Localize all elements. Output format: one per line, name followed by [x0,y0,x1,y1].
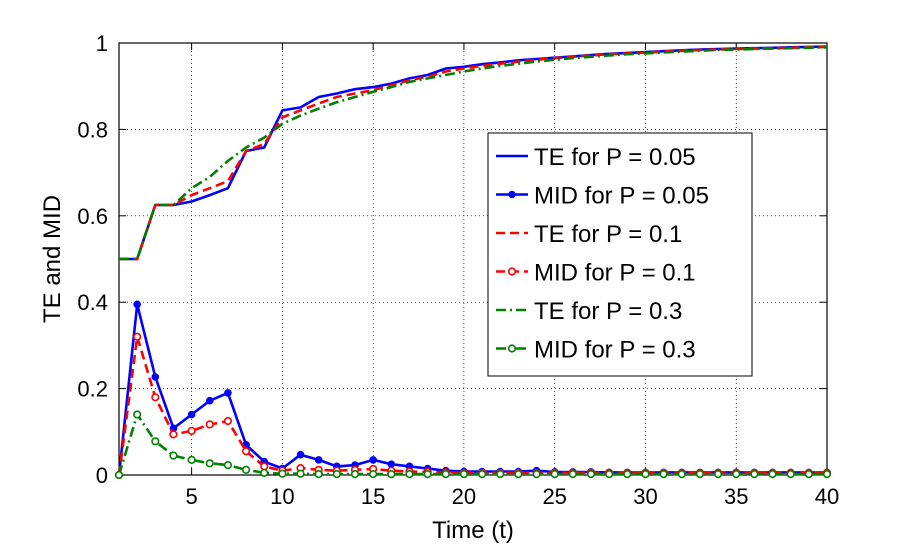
series-line [117,413,827,476]
data-point [187,410,196,419]
data-point [369,470,378,479]
x-tick-label: 35 [724,484,748,509]
data-point [133,300,141,309]
x-tick-label: 40 [815,484,839,509]
data-point [713,470,723,479]
data-point [659,470,668,479]
legend-label: MID for P = 0.3 [534,337,696,364]
data-point [532,470,541,479]
legend-label: TE for P = 0.05 [534,144,696,171]
data-point [804,470,813,479]
data-point [260,462,269,471]
data-point [278,469,287,478]
data-point [314,456,323,464]
data-point [822,470,832,479]
y-tick-label: 0.6 [77,204,108,229]
data-point [332,470,341,479]
axis-ticks: 5 10 15 20 25 30 35 40 0 0.2 0.4 0.6 0.8 1 [77,31,839,509]
legend-label: TE for P = 0.3 [534,298,682,325]
data-point [296,469,305,478]
data-point [205,420,214,429]
data-point [605,470,614,479]
data-point [169,430,178,439]
data-point [677,470,686,479]
data-point [369,456,377,464]
data-point [133,332,142,341]
data-point [550,470,559,479]
data-point [151,437,160,446]
data-point [514,470,523,479]
legend-marker [507,267,517,276]
legend-label: TE for P = 0.1 [534,221,682,248]
y-tick-label: 0 [96,463,108,488]
data-point [151,373,160,381]
data-point [296,450,305,459]
data-point [477,470,487,479]
data-point [223,460,233,470]
data-point [241,447,251,456]
x-tick-label: 10 [270,484,294,509]
x-tick-label: 20 [452,484,476,509]
legend-box [487,132,753,377]
data-point [786,470,795,479]
data-point [133,410,142,419]
data-point [241,465,251,474]
data-point [768,470,777,479]
data-point [224,389,232,397]
x-tick-label: 25 [542,484,566,509]
legend-marker [508,190,516,199]
y-axis-label: TE and MID [39,195,66,323]
data-point [187,426,196,436]
x-tick-label: 30 [633,484,657,509]
data-point [441,470,450,479]
legend-label: MID for P = 0.05 [534,183,709,210]
series-line [119,46,828,261]
data-point [568,470,577,479]
data-point [223,416,233,426]
data-point [623,470,632,479]
y-tick-label: 0.2 [77,377,108,402]
x-tick-label: 5 [185,484,197,509]
data-point [151,393,160,402]
x-tick-label: 15 [361,484,385,509]
data-point [586,470,596,479]
series-5 [114,410,832,480]
data-point [114,470,124,480]
data-point [750,470,759,479]
data-point [260,468,269,477]
data-point [459,470,469,479]
data-point [350,470,360,479]
data-point [387,460,396,469]
data-point [169,451,178,460]
data-point [405,470,414,479]
data-point [187,455,196,464]
series-4 [119,46,828,261]
y-tick-label: 0.4 [77,290,108,315]
data-point [205,459,214,468]
data-point [496,470,505,479]
series-line [117,335,827,476]
data-point [423,470,432,479]
data-point [732,470,741,479]
x-axis-label: Time (t) [432,517,514,544]
data-point [205,396,214,405]
legend-marker [507,344,517,353]
series-group [114,45,832,480]
legend-label: MID for P = 0.1 [534,260,696,287]
y-tick-label: 0.8 [77,117,108,142]
data-point [695,470,705,479]
data-point [387,470,396,479]
legend: TE for P = 0.05 MID for P = 0.05 TE for P … [487,132,753,377]
y-tick-label: 1 [96,31,108,56]
data-point [641,470,650,479]
data-point [314,470,323,479]
